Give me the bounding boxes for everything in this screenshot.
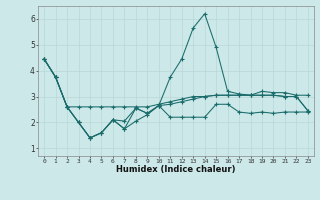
X-axis label: Humidex (Indice chaleur): Humidex (Indice chaleur) <box>116 165 236 174</box>
